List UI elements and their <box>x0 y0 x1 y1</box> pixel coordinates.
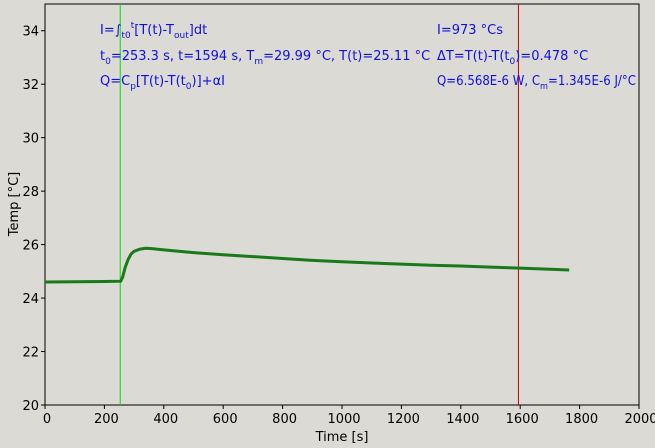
y-tick-label: 26 <box>22 239 39 254</box>
y-tick-label: 30 <box>22 132 39 147</box>
x-axis-label: Time [s] <box>315 430 369 445</box>
x-tick-label: 1600 <box>506 412 539 427</box>
y-tick-label: 28 <box>22 185 39 200</box>
integral-formula: I=∫t0t[T(t)-Tout]dt <box>100 21 207 41</box>
x-tick-label: 600 <box>213 412 238 427</box>
y-tick-label: 32 <box>22 78 39 93</box>
y-tick-label: 34 <box>22 25 39 40</box>
x-tick-label: 0 <box>43 412 51 427</box>
params-line: t0=253.3 s, t=1594 s, Tm=29.99 °C, T(t)=… <box>100 49 430 67</box>
integral-value: I=973 °Cs <box>437 23 503 38</box>
q-formula: Q=Cp[T(t)-T(t0)]+αI <box>100 74 225 92</box>
q-value: Q=6.568E-6 W, Cm=1.345E-6 J/°C <box>437 74 636 92</box>
y-tick-label: 22 <box>22 346 39 361</box>
x-tick-label: 1000 <box>327 412 360 427</box>
y-tick-label: 20 <box>22 399 39 414</box>
plot-area <box>44 3 640 406</box>
x-tick-label: 800 <box>272 412 297 427</box>
y-axis-label: Temp [°C] <box>7 172 22 238</box>
x-tick-label: 1400 <box>446 412 479 427</box>
y-axis-ticks: 20 22 24 26 28 30 32 34 <box>22 25 45 414</box>
x-tick-label: 400 <box>153 412 178 427</box>
x-tick-label: 200 <box>94 412 119 427</box>
x-tick-label: 2000 <box>624 412 655 427</box>
y-tick-label: 24 <box>22 292 39 307</box>
x-tick-label: 1200 <box>387 412 420 427</box>
x-tick-label: 1800 <box>565 412 598 427</box>
temperature-series-line <box>44 246 570 284</box>
x-axis-ticks: 0 200 400 600 800 1000 1200 1400 1600 1800 2000 <box>43 405 655 427</box>
delta-t-value: ΔT=T(t)-T(t0)=0.478 °C <box>437 49 588 67</box>
